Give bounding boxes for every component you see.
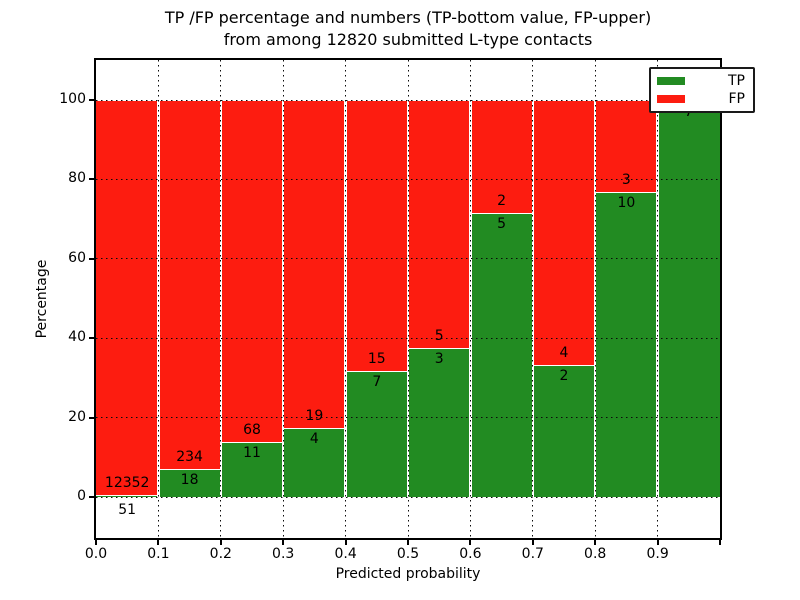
fp-bar-segment	[96, 100, 159, 496]
legend: TP FP	[649, 67, 755, 113]
tp-count-label: 51	[118, 502, 137, 518]
chart-title-line1: TP /FP percentage and numbers (TP-bottom…	[164, 8, 652, 27]
fp-count-label: 4	[559, 344, 569, 361]
tp-count-label: 4	[309, 430, 319, 447]
tp-bar-segment	[283, 427, 346, 497]
plot-border	[94, 58, 722, 540]
tp-count-label: 18	[180, 471, 199, 488]
x-tick-mark	[407, 540, 409, 545]
y-tick-label: 0	[77, 488, 86, 504]
fp-bar-segment	[532, 100, 596, 365]
y-tick-label: 80	[68, 170, 86, 187]
x-tick-mark	[344, 540, 347, 545]
x-tick-label: 0.3	[272, 546, 295, 562]
fp-count-label: 234	[176, 448, 203, 465]
tp-count-label: 5	[497, 216, 507, 233]
chart-title: TP /FP percentage and numbers (TP-bottom…	[96, 7, 720, 51]
y-tick-mark	[89, 178, 94, 181]
fp-count-label: 19	[305, 407, 324, 424]
fp-count-label: 12352	[104, 475, 150, 492]
v-gridline	[345, 60, 347, 538]
v-gridline	[532, 60, 534, 538]
fp-bar-segment	[345, 100, 408, 371]
legend-item-fp: FP	[657, 91, 745, 107]
y-tick-label: 60	[68, 249, 86, 266]
plot-area: 12352512341868111941575325423107	[96, 60, 720, 538]
x-tick-label: 0.4	[334, 546, 357, 562]
x-tick-mark	[469, 540, 472, 545]
chart-title-line2: from among 12820 submitted L-type contac…	[223, 30, 593, 49]
x-tick-mark	[157, 540, 160, 545]
x-tick-label: 0.6	[459, 546, 482, 562]
y-tick-mark	[89, 257, 94, 260]
x-axis-label: Predicted probability	[335, 566, 481, 582]
v-gridline	[407, 60, 409, 538]
fp-count-label: 15	[367, 350, 386, 367]
y-tick-label: 100	[59, 91, 86, 107]
y-tick-mark	[89, 496, 94, 498]
y-tick-mark	[89, 416, 94, 419]
fp-bar-segment	[220, 100, 284, 442]
x-tick-label: 0.7	[521, 546, 544, 562]
tp-count-label: 3	[434, 351, 444, 368]
tp-bar-segment	[408, 348, 471, 497]
fp-bar-segment	[283, 100, 346, 428]
tp-bar-segment	[532, 364, 596, 497]
x-tick-mark	[719, 540, 721, 545]
fp-bar-segment	[408, 100, 471, 349]
x-tick-label: 0.1	[147, 546, 170, 562]
legend-label-fp: FP	[728, 91, 746, 107]
tp-bar-segment	[220, 441, 284, 497]
x-tick-label: 0.9	[646, 546, 669, 562]
fp-bar-segment	[158, 100, 221, 469]
tp-count-label: 11	[243, 444, 261, 461]
legend-label-tp: TP	[728, 73, 745, 89]
legend-swatch-tp-icon	[657, 77, 685, 85]
tp-bar-segment	[158, 468, 221, 497]
fp-bar-segment	[595, 100, 658, 192]
x-tick-mark	[594, 540, 597, 545]
y-axis-label: Percentage	[34, 259, 50, 339]
tp-count-label: 7	[372, 373, 382, 390]
v-gridline	[157, 60, 159, 538]
tp-bar-segment	[345, 370, 408, 497]
fp-count-label: 2	[497, 193, 507, 210]
tp-count-label: 2	[559, 367, 569, 384]
x-tick-mark	[531, 540, 534, 545]
x-tick-label: 0.2	[209, 546, 232, 562]
legend-swatch-fp-icon	[657, 95, 685, 103]
fp-count-label: 3	[621, 171, 631, 188]
legend-item-tp: TP	[657, 73, 745, 89]
x-tick-mark	[282, 540, 285, 545]
v-gridline	[594, 60, 596, 538]
tp-bar-segment	[595, 191, 658, 497]
tp-bar-segment	[657, 100, 720, 497]
tp-count-label: 10	[617, 194, 636, 211]
y-tick-mark	[89, 337, 94, 340]
x-tick-mark	[219, 540, 222, 545]
x-tick-mark	[95, 540, 97, 545]
fp-bar-segment	[470, 100, 533, 214]
fp-count-label: 5	[434, 328, 444, 345]
y-tick-label: 40	[68, 329, 86, 346]
x-tick-label: 0.0	[84, 546, 108, 562]
x-tick-label: 0.8	[584, 546, 607, 562]
x-tick-mark	[656, 540, 659, 545]
tp-bar-segment	[96, 495, 159, 497]
v-gridline	[469, 60, 471, 538]
v-gridline	[220, 60, 222, 538]
v-gridline	[282, 60, 284, 538]
y-tick-label: 20	[68, 408, 86, 425]
tp-bar-segment	[470, 213, 533, 497]
v-gridline	[657, 60, 659, 538]
x-tick-label: 0.5	[396, 546, 420, 562]
fp-count-label: 68	[243, 421, 261, 438]
y-tick-mark	[89, 99, 94, 101]
